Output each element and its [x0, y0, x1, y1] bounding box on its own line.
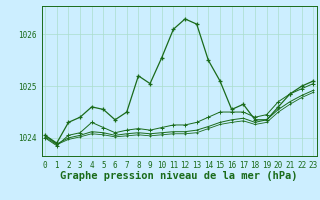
- X-axis label: Graphe pression niveau de la mer (hPa): Graphe pression niveau de la mer (hPa): [60, 171, 298, 181]
